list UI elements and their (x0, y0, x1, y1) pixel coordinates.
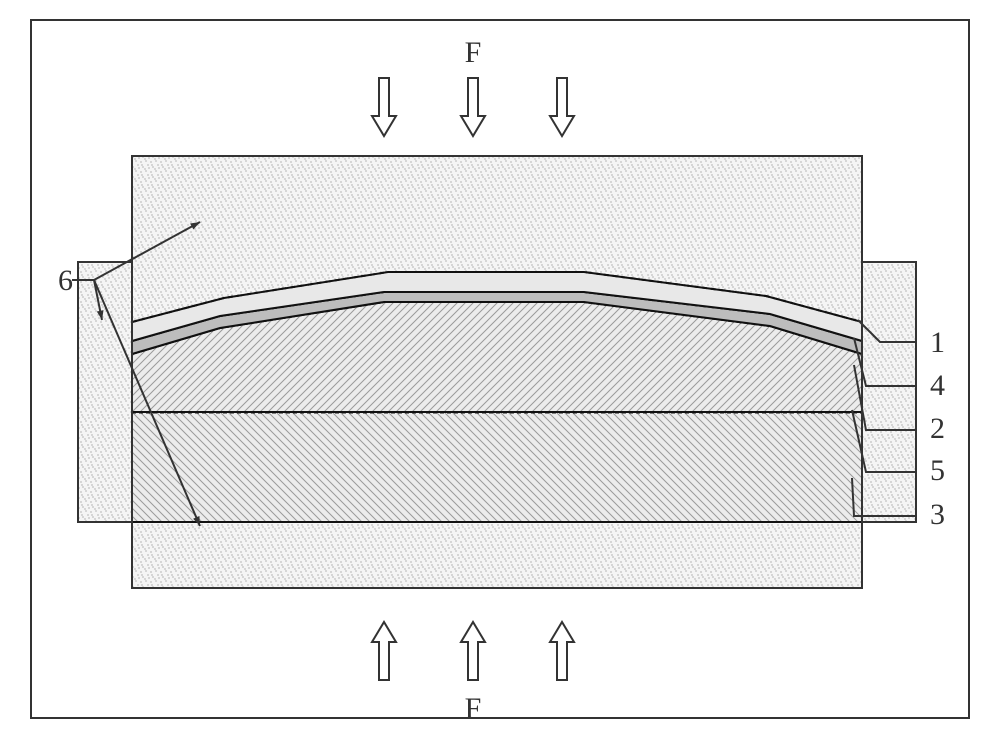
side-tab-right (862, 262, 916, 522)
label-5: 5 (930, 454, 945, 487)
force-arrow (461, 622, 485, 680)
force-arrow (550, 78, 574, 136)
label-1: 1 (930, 326, 945, 359)
label-6: 6 (58, 264, 73, 297)
force-label-top: F (465, 36, 482, 69)
force-label-bottom: F (465, 692, 482, 725)
force-arrow (372, 622, 396, 680)
force-arrow (550, 622, 574, 680)
label-3: 3 (930, 498, 945, 531)
label-4: 4 (930, 369, 945, 402)
force-arrow (461, 78, 485, 136)
layer-3 (132, 412, 862, 522)
force-arrow (372, 78, 396, 136)
label-2: 2 (930, 412, 945, 445)
side-tab-left (78, 262, 132, 522)
cross-section-diagram: F F 1 2 3 4 5 6 (0, 0, 1000, 738)
